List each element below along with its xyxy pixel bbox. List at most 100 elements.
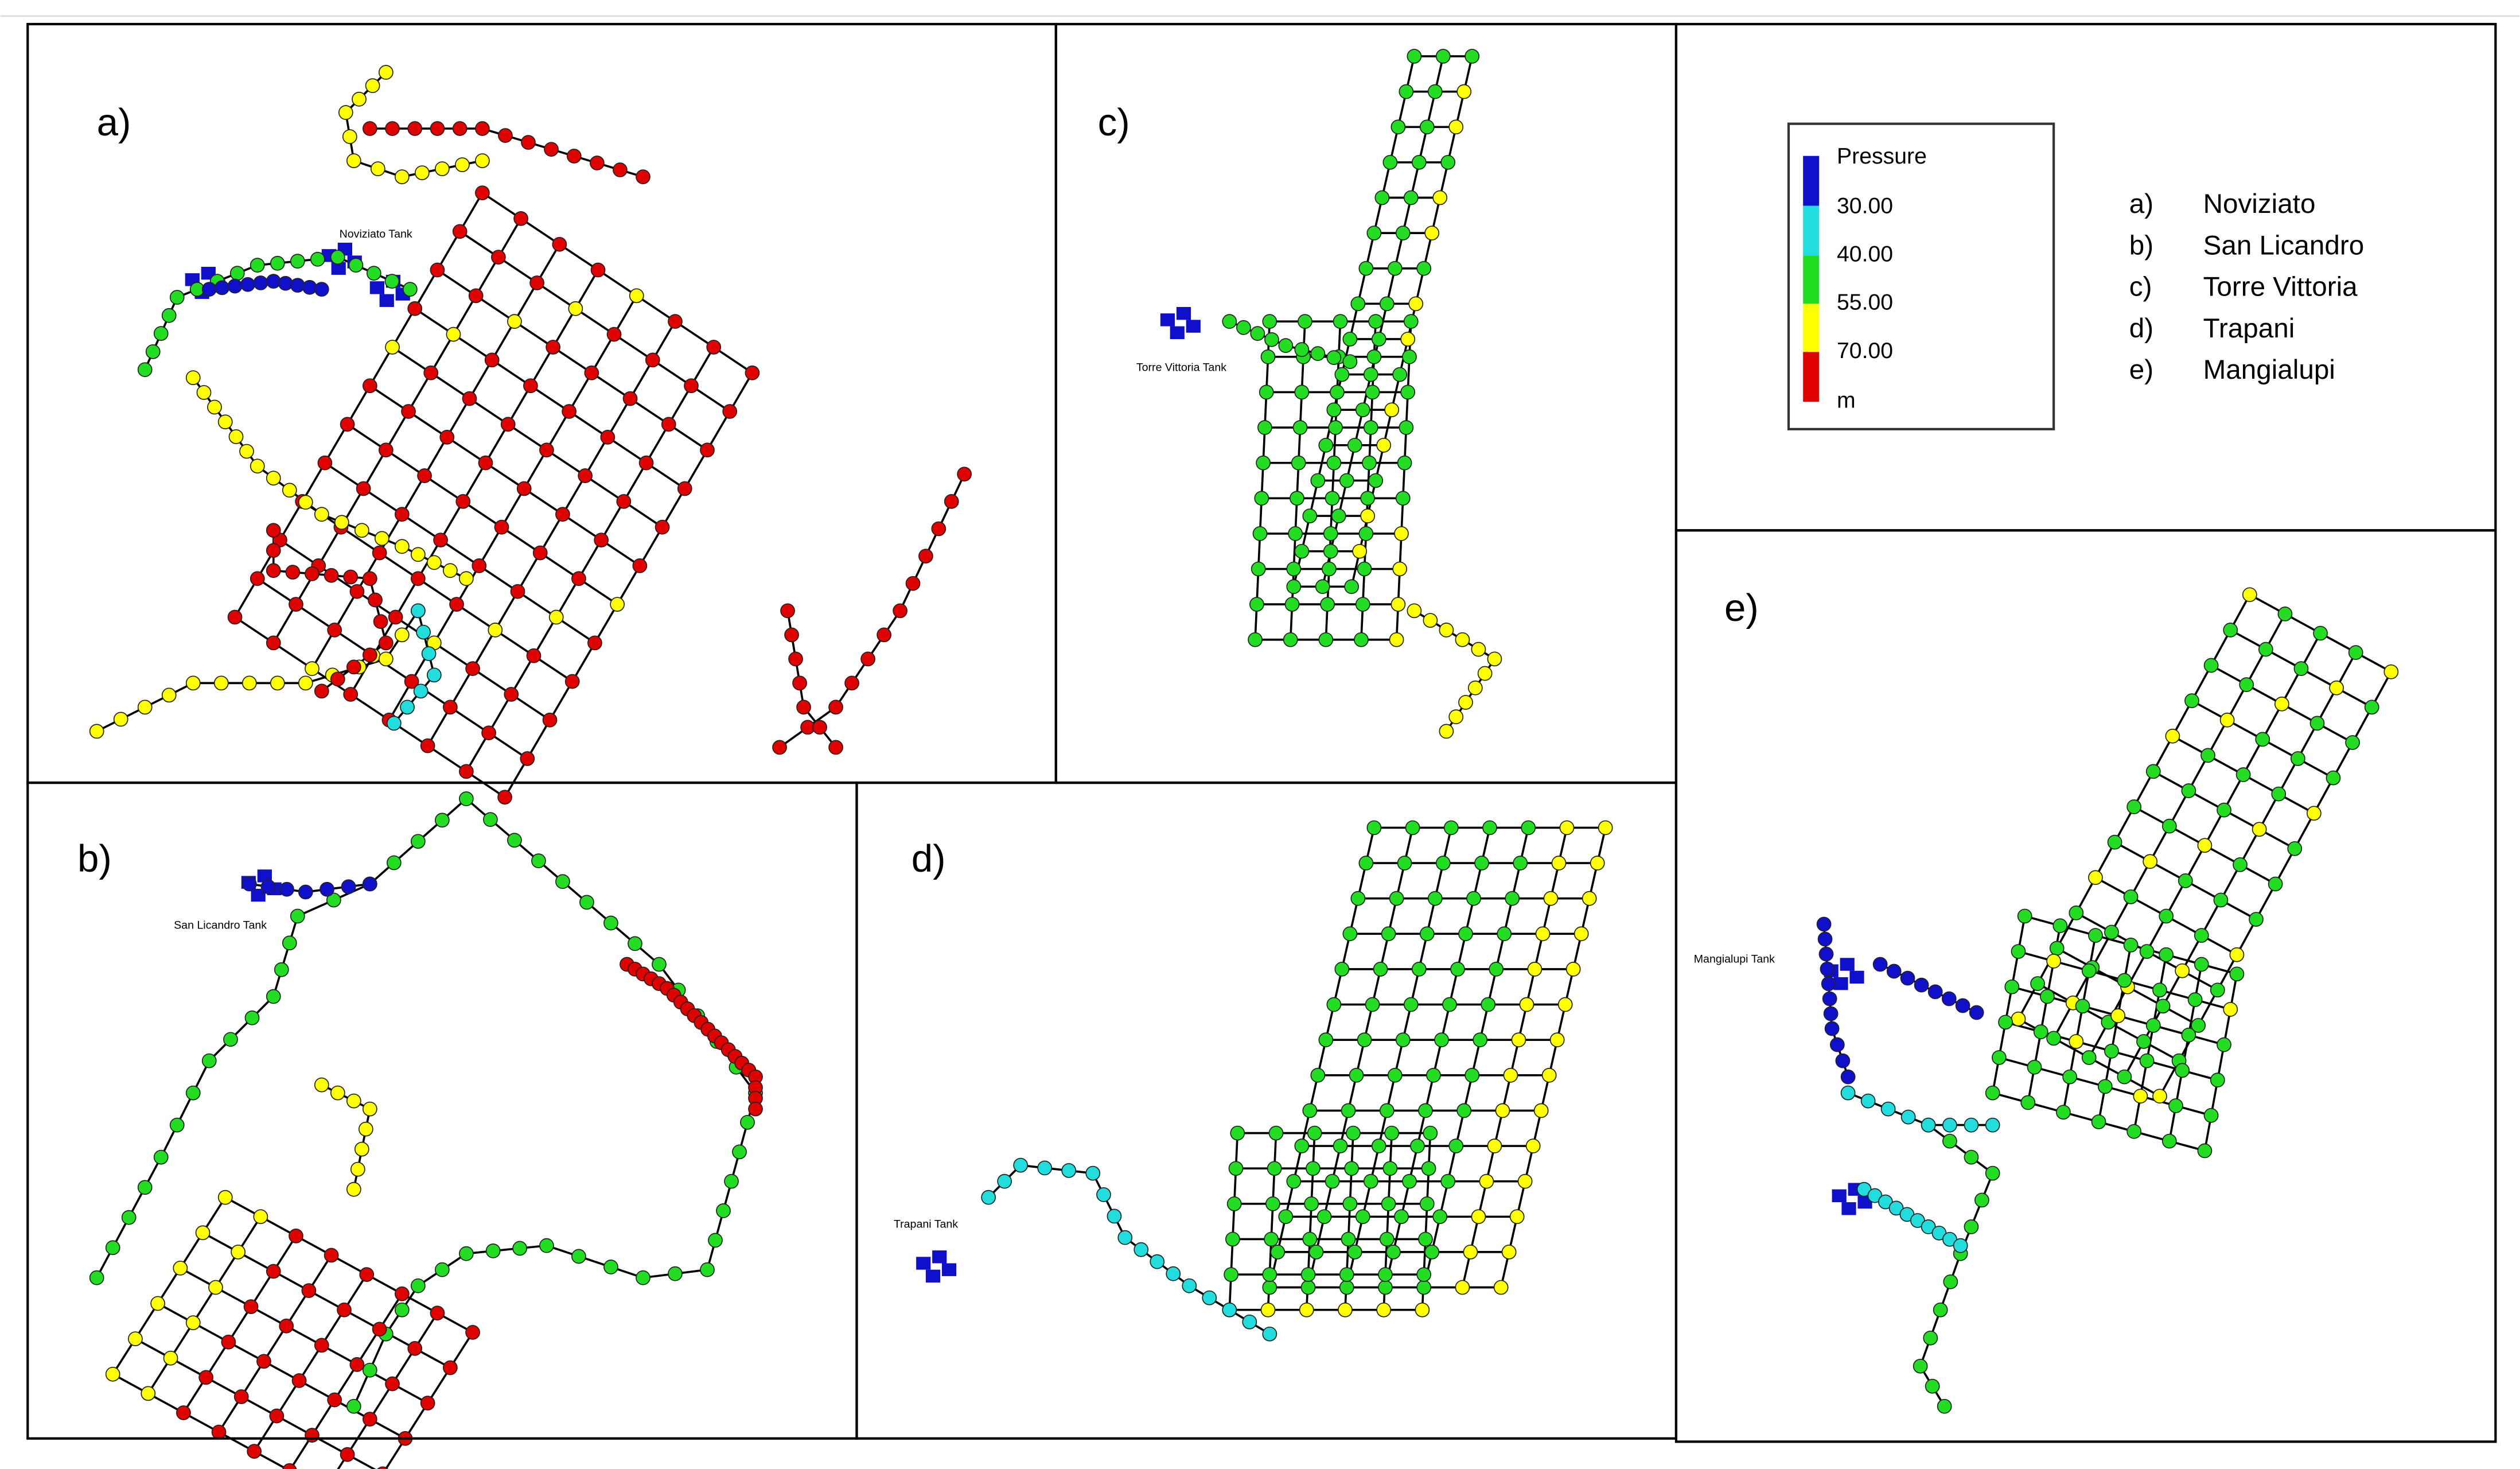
- junction: [410, 834, 426, 849]
- pipe: [272, 530, 387, 692]
- junction: [1824, 1021, 1840, 1036]
- pipe: [465, 347, 715, 772]
- junction: [243, 1299, 259, 1314]
- junction: [458, 1246, 474, 1261]
- junction: [1322, 561, 1337, 577]
- junction: [231, 1244, 246, 1260]
- junction: [365, 78, 380, 94]
- pipe: [346, 423, 618, 605]
- junction: [2184, 693, 2199, 709]
- junction: [1365, 384, 1380, 400]
- junction: [1341, 1231, 1356, 1247]
- junction: [2181, 1027, 2196, 1043]
- junction: [2249, 912, 2264, 927]
- junction: [372, 1322, 387, 1337]
- junction: [2123, 889, 2139, 904]
- junction: [2088, 928, 2103, 943]
- junction: [362, 121, 377, 136]
- junction: [1294, 1138, 1310, 1153]
- junction: [366, 266, 381, 281]
- junction: [2287, 841, 2303, 856]
- junction: [1471, 1209, 1486, 1225]
- tank: [916, 1257, 931, 1270]
- junction: [314, 683, 329, 699]
- junction: [426, 667, 442, 683]
- junction: [1300, 1267, 1316, 1282]
- junction: [2040, 989, 2055, 1004]
- junction: [1355, 402, 1370, 418]
- pipe: [2203, 974, 2238, 1151]
- junction: [1117, 1230, 1133, 1245]
- pipe: [459, 230, 731, 413]
- junction: [1366, 820, 1382, 835]
- junction: [196, 385, 212, 400]
- junction: [1248, 632, 1263, 647]
- junction: [1374, 190, 1390, 205]
- junction: [1397, 455, 1412, 471]
- junction: [1304, 1196, 1319, 1211]
- junction: [1267, 1161, 1282, 1176]
- tank: [1160, 313, 1175, 327]
- junction: [513, 211, 528, 226]
- tank: [925, 1269, 941, 1283]
- junction: [279, 1318, 294, 1334]
- junction: [1465, 1067, 1480, 1083]
- pipe: [96, 797, 757, 1407]
- junction: [2242, 587, 2257, 603]
- junction: [1471, 642, 1486, 657]
- junction: [137, 1180, 153, 1195]
- junction: [89, 724, 104, 739]
- junction: [1328, 420, 1343, 435]
- junction: [185, 1315, 201, 1331]
- junction: [566, 149, 582, 164]
- junction: [1379, 296, 1395, 312]
- junction: [2306, 806, 2322, 821]
- junction: [1371, 1138, 1386, 1153]
- junction: [1391, 119, 1406, 135]
- key-list: a) Noviziato b) San Licandro c) Torre Vittori…: [2129, 189, 2364, 385]
- junction: [2313, 625, 2328, 641]
- junction: [1511, 1032, 1526, 1048]
- junction: [1268, 1125, 1284, 1141]
- junction: [423, 365, 439, 380]
- junction: [504, 687, 519, 702]
- junction: [1371, 332, 1386, 347]
- junction: [2191, 1018, 2206, 1033]
- junction: [317, 455, 333, 471]
- pipe: [253, 1274, 368, 1452]
- junction: [1292, 420, 1308, 435]
- junction: [1400, 332, 1416, 347]
- junction: [590, 262, 606, 278]
- junction: [668, 314, 683, 329]
- junction: [458, 571, 474, 586]
- junction: [465, 1325, 480, 1340]
- junction: [1334, 962, 1350, 977]
- junction: [2175, 963, 2190, 978]
- junction: [1551, 856, 1567, 870]
- junction: [2052, 918, 2068, 934]
- junction: [497, 790, 512, 805]
- junction: [394, 627, 410, 643]
- junction: [385, 121, 400, 136]
- junction: [1964, 1117, 1979, 1133]
- junction: [584, 365, 599, 380]
- junction: [628, 936, 642, 951]
- junction: [163, 1350, 178, 1366]
- junction: [1942, 1117, 1957, 1133]
- junction: [1352, 543, 1368, 559]
- junction: [256, 1354, 271, 1369]
- junction: [1822, 991, 1837, 1006]
- junction: [410, 547, 426, 562]
- junction: [341, 879, 356, 895]
- junction: [555, 507, 570, 522]
- junction: [305, 661, 320, 677]
- junction: [1435, 49, 1451, 64]
- junction: [1363, 420, 1378, 435]
- junction: [1249, 597, 1264, 612]
- junction: [1342, 354, 1358, 370]
- junction: [1513, 856, 1528, 870]
- junction: [430, 1305, 445, 1321]
- junction: [1927, 984, 1943, 1000]
- junction: [772, 740, 787, 755]
- junction: [677, 481, 692, 496]
